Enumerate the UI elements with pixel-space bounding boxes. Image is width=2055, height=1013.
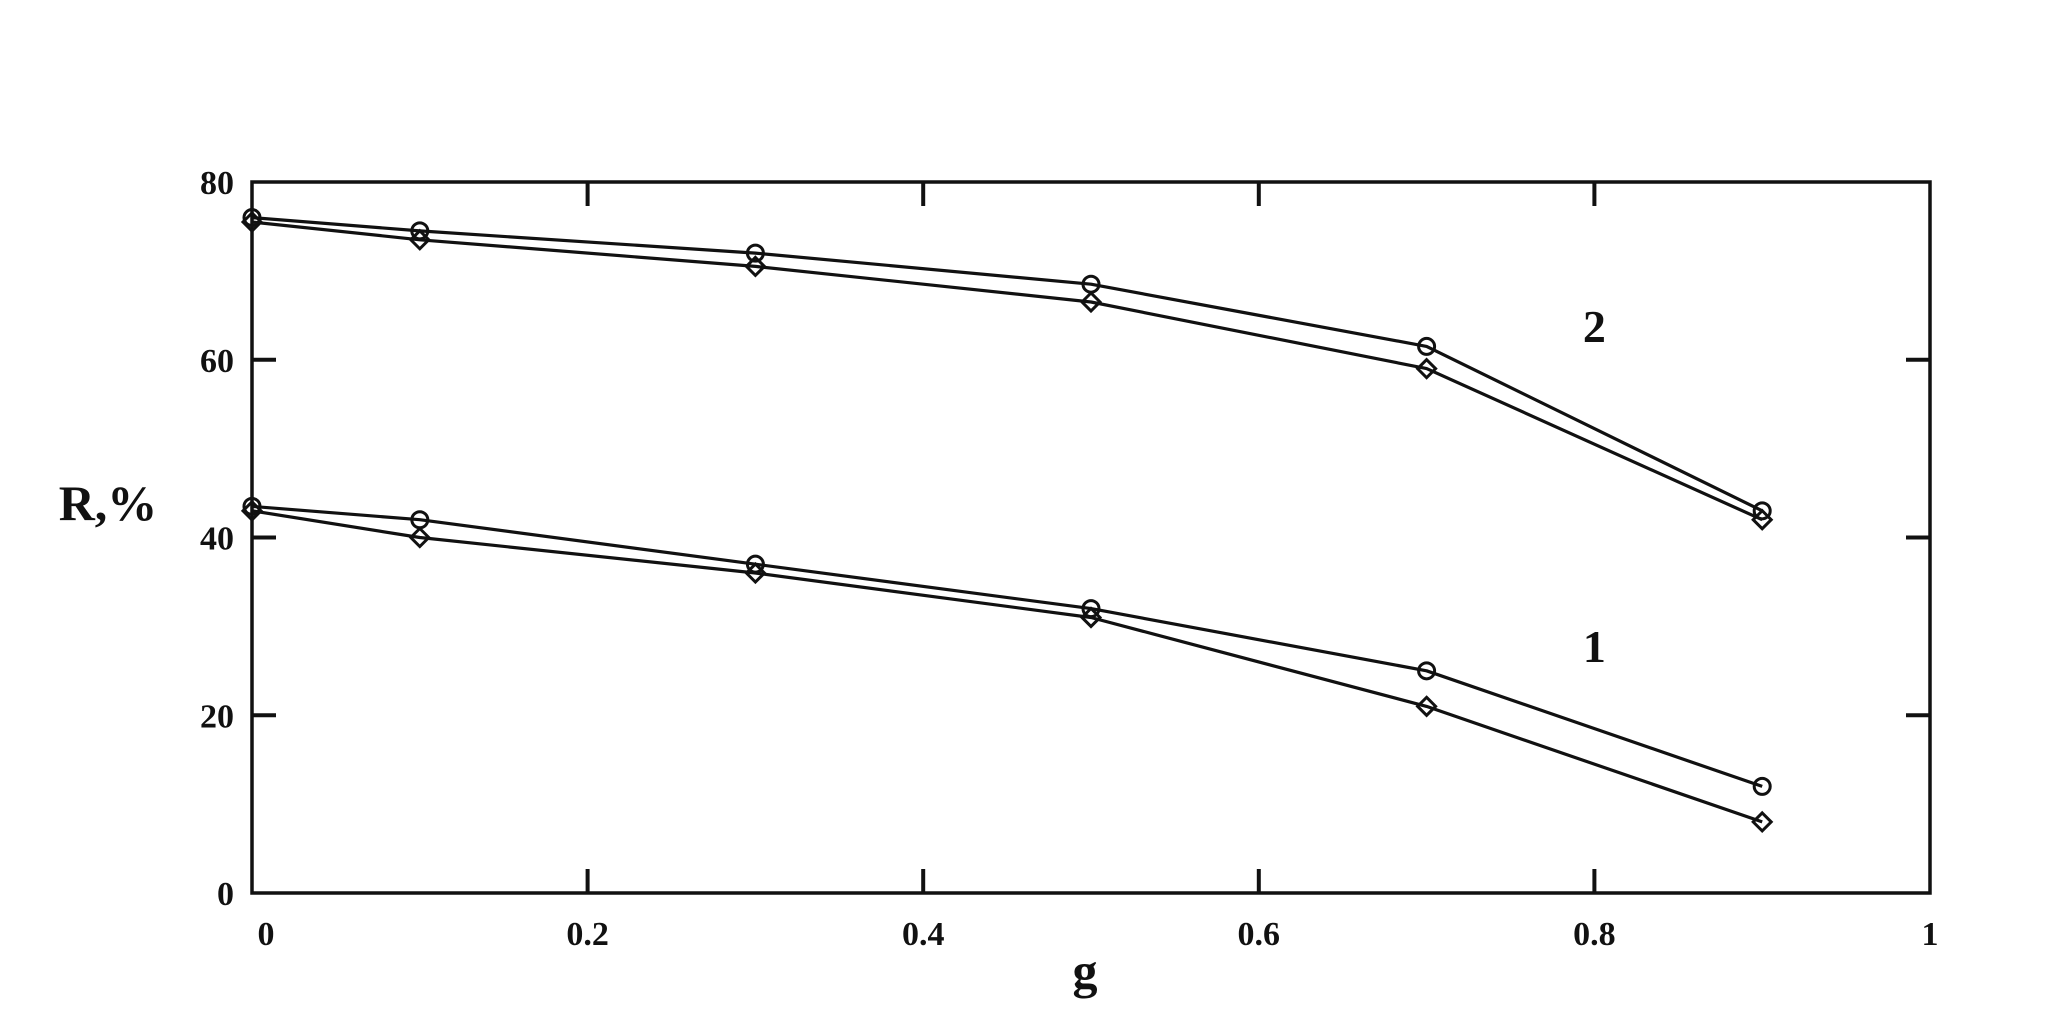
data-point-circle [745,554,765,574]
x-tick-label: 1 [1922,916,1939,953]
curve-label-2: 2 [1583,301,1606,352]
plot-area [250,180,1932,895]
data-point-circle [410,221,430,241]
x-tick-label: 0.4 [902,916,945,953]
y-tick-label: 40 [200,521,234,558]
plot-frame [250,180,1932,895]
x-tick-label: 0.6 [1238,916,1281,953]
data-point-diamond [1079,606,1103,629]
series-line-2-circle [251,216,1763,513]
data-point-circle [242,496,262,516]
data-point-diamond [1415,695,1438,718]
data-point-circle [1752,776,1772,796]
data-point-diamond [1415,357,1438,380]
x-tick-label: 0.8 [1573,916,1616,953]
data-point-circle [1417,661,1437,681]
data-point-diamond [1751,508,1774,531]
data-point-circle [1752,501,1772,521]
data-point-diamond [408,228,431,251]
data-point-diamond [240,210,264,234]
data-point-circle [745,243,765,263]
data-point-circle [1417,336,1437,356]
data-point-circle [1081,599,1101,619]
data-point-diamond [240,499,264,522]
markers-group [240,208,1774,834]
series-group [251,216,1763,824]
y-tick-label: 20 [200,698,234,735]
y-tick-label: 0 [217,876,234,913]
x-tick-label: 0 [258,916,275,953]
data-point-diamond [744,255,767,278]
data-point-diamond [1079,290,1103,314]
series-line-1-circle [251,504,1763,788]
y-tick-label: 80 [200,165,234,202]
series-line-2-diamond [251,220,1763,522]
curve-label-1: 1 [1583,621,1606,672]
data-point-diamond [744,561,767,585]
y-tick-label: 60 [200,343,234,380]
axis-ticks [252,182,1930,893]
data-point-diamond [408,526,431,549]
series-line-1-diamond [251,509,1763,824]
labels-group: g R,% 0 0.2 0.4 0.6 0.8 1 0 20 40 60 80 2 1 [59,165,1939,999]
x-axis-label: g [1073,943,1098,999]
y-axis-label: R,% [59,475,158,531]
data-point-circle [242,208,262,228]
data-point-diamond [1751,810,1774,834]
x-tick-label: 0.2 [566,916,609,953]
